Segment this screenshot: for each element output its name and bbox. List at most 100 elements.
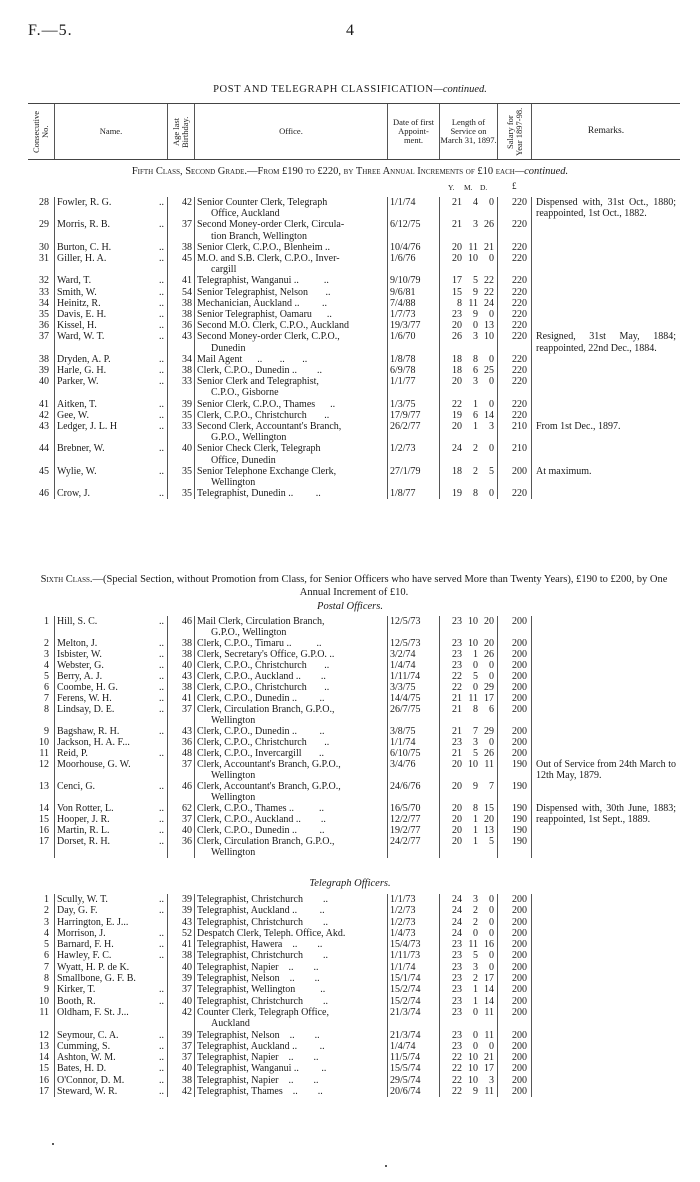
age: 38 (168, 241, 195, 254)
office-line: Clerk, C.P.O., Thames .. .. (197, 803, 325, 814)
appointment-date: 1/1/74 (388, 961, 440, 974)
salary: 220 (498, 297, 532, 310)
office-line: Second M.O. Clerk, C.P.O., Auckland (197, 320, 349, 332)
service-years: 22 (452, 1052, 462, 1064)
appointment-date: 1/1/73 (388, 894, 440, 906)
office-line: Clerk, C.P.O., Christchurch .. (197, 737, 330, 748)
consecutive-no: 8 (28, 973, 55, 985)
service-length: 22 1 0 (440, 398, 498, 410)
service-years: 24 (452, 894, 462, 905)
office-line: M.O. and S.B. Clerk, C.P.O., Inver- (197, 253, 340, 265)
col-header-salary: Salary for Year 1897-98. (498, 104, 532, 159)
office-line: Clerk, C.P.O., Christchurch .. (197, 409, 330, 421)
age: 33 (168, 421, 195, 444)
service-length: 22 0 29 (440, 682, 498, 693)
name-cell: Davis, E. H. (55, 309, 168, 320)
age: 40 (168, 995, 195, 1007)
remark-text: At maximum. (536, 465, 592, 477)
office-line: Telegraphist, Auckland .. .. (197, 1040, 325, 1052)
office-line: Telegraphist, Napier .. .. (197, 961, 319, 973)
appointment-date: 1/8/77 (388, 488, 440, 500)
service-length: 23 1 14 (440, 995, 498, 1007)
salary: 200 (498, 927, 532, 940)
remarks-cell (532, 973, 680, 984)
age: 34 (168, 353, 195, 366)
service-days: 14 (484, 995, 494, 1007)
table-row: 12 Moorhouse, G. W. 37 Clerk, Accountant's … (28, 759, 680, 781)
consecutive-no: 13 (28, 781, 55, 803)
name-cell: Melton, J. (55, 638, 168, 649)
service-years: 20 (452, 376, 462, 388)
remarks-cell (532, 1086, 680, 1097)
consecutive-no: 33 (28, 286, 55, 298)
service-months: 0 (473, 1040, 478, 1052)
salary: 200 (498, 693, 532, 704)
remarks-cell (532, 905, 680, 916)
appointment-date: 21/3/74 (388, 1006, 440, 1030)
office-cell: Telegraphist, Wanganui .. .. (195, 1063, 388, 1075)
age: 36 (168, 737, 195, 748)
age: 43 (168, 671, 195, 682)
service-years: 22 (452, 682, 462, 693)
service-years: 23 (452, 649, 462, 660)
age: 41 (168, 939, 195, 951)
office-cell: Clerk, C.P.O., Christchurch .. (195, 660, 388, 671)
service-months: 0 (473, 660, 478, 671)
remarks-cell (532, 616, 680, 638)
salary: 200 (498, 1029, 532, 1041)
office-line: Mail Agent .. .. .. (197, 353, 308, 365)
salary: 200 (498, 939, 532, 951)
salary: 200 (498, 1040, 532, 1053)
consecutive-no: 6 (28, 950, 55, 962)
service-months: 10 (468, 759, 478, 770)
service-months: 1 (473, 995, 478, 1007)
appointment-date: 12/5/73 (388, 638, 440, 649)
consecutive-no: 11 (28, 1006, 55, 1030)
service-length: 20 9 7 (440, 781, 498, 803)
name-cell: Ledger, J. L. H (55, 421, 168, 444)
service-months: 2 (473, 905, 478, 917)
consecutive-no: 8 (28, 704, 55, 726)
office-cell: Clerk, C.P.O., Christchurch .. (195, 737, 388, 748)
service-days: 22 (484, 275, 494, 287)
office-cell: Telegraphist, Christchurch .. (195, 995, 388, 1007)
remark-text: Dispensed with, 31st Oct., 1880; reappoi… (536, 197, 676, 220)
salary: 220 (498, 241, 532, 254)
service-years: 20 (452, 421, 462, 433)
service-days: 26 (484, 219, 494, 231)
office-cell: Senior Telephone Exchange Clerk, Wellingt… (195, 465, 388, 489)
consecutive-no: 42 (28, 409, 55, 422)
age: 33 (168, 376, 195, 399)
office-cell: Senior Clerk, C.P.O., Thames .. (195, 398, 388, 410)
name-cell: Jackson, H. A. F... (55, 737, 168, 748)
office-line: G.P.O., Wellington (211, 627, 287, 638)
service-years: 23 (452, 939, 462, 951)
remarks-cell (532, 365, 680, 376)
consecutive-no: 5 (28, 939, 55, 951)
service-length: 23 1 26 (440, 649, 498, 660)
service-length: 23 10 20 (440, 616, 498, 638)
salary: 200 (498, 1052, 532, 1064)
remarks-cell: Dispensed with, 31st Oct., 1880; reappoi… (532, 197, 680, 219)
consecutive-no: 11 (28, 748, 55, 759)
appointment-date: 1/1/77 (388, 376, 440, 399)
service-months: 1 (473, 984, 478, 996)
office-cell: Clerk, Accountant's Branch, G.P.O., Welli… (195, 759, 388, 781)
service-length: 24 0 0 (440, 927, 498, 940)
service-years: 18 (452, 365, 462, 377)
service-months: 10 (468, 253, 478, 265)
office-line: Telegraphist, Napier .. .. (197, 1074, 319, 1086)
service-days: 24 (484, 297, 494, 309)
service-years: 21 (452, 219, 462, 231)
appointment-date: 1/4/74 (388, 1040, 440, 1053)
remarks-cell (532, 638, 680, 649)
service-length: 20 1 13 (440, 825, 498, 836)
office-cell: Telegraphist, Dunedin .. .. (195, 488, 388, 500)
appointment-date: 6/10/75 (388, 748, 440, 759)
office-line: Senior Check Clerk, Telegraph (197, 443, 321, 455)
